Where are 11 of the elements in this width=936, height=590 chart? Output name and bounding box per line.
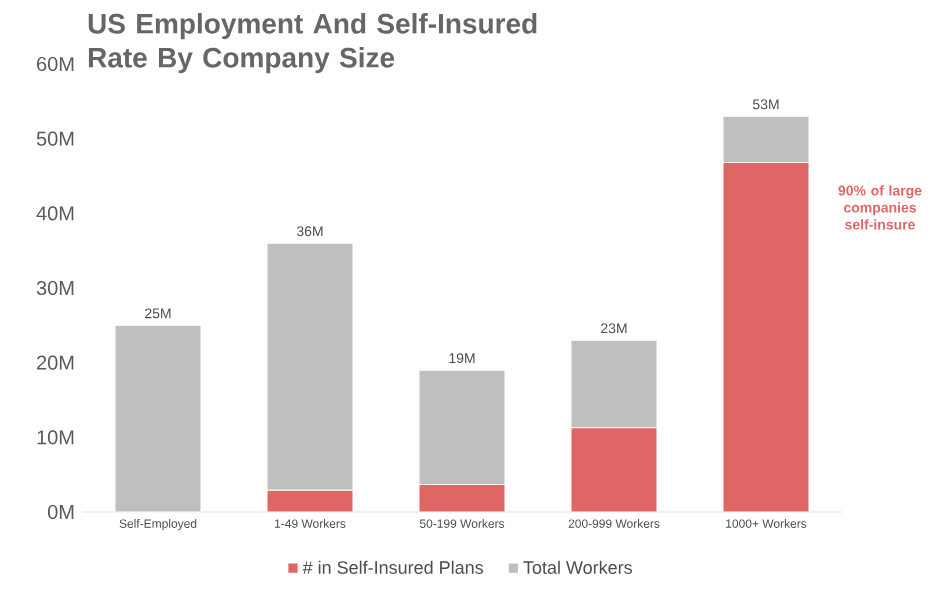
y-tick-label: 30M <box>36 280 74 296</box>
y-tick-label: 50M <box>36 131 74 146</box>
y-tick-label: 40M <box>36 206 74 221</box>
legend-label: Total Workers <box>523 560 632 574</box>
y-tick-label: 60M <box>37 56 74 72</box>
y-tick-label: 0M <box>47 504 74 520</box>
bar <box>114 324 202 513</box>
legend-label: # in Self-Insured Plans <box>302 560 484 574</box>
y-tick-label: 20M <box>37 355 74 370</box>
y-tick-label: 10M <box>37 430 74 445</box>
chart-title: US Employment And Self-Insured Rate By Company Size <box>88 13 537 74</box>
